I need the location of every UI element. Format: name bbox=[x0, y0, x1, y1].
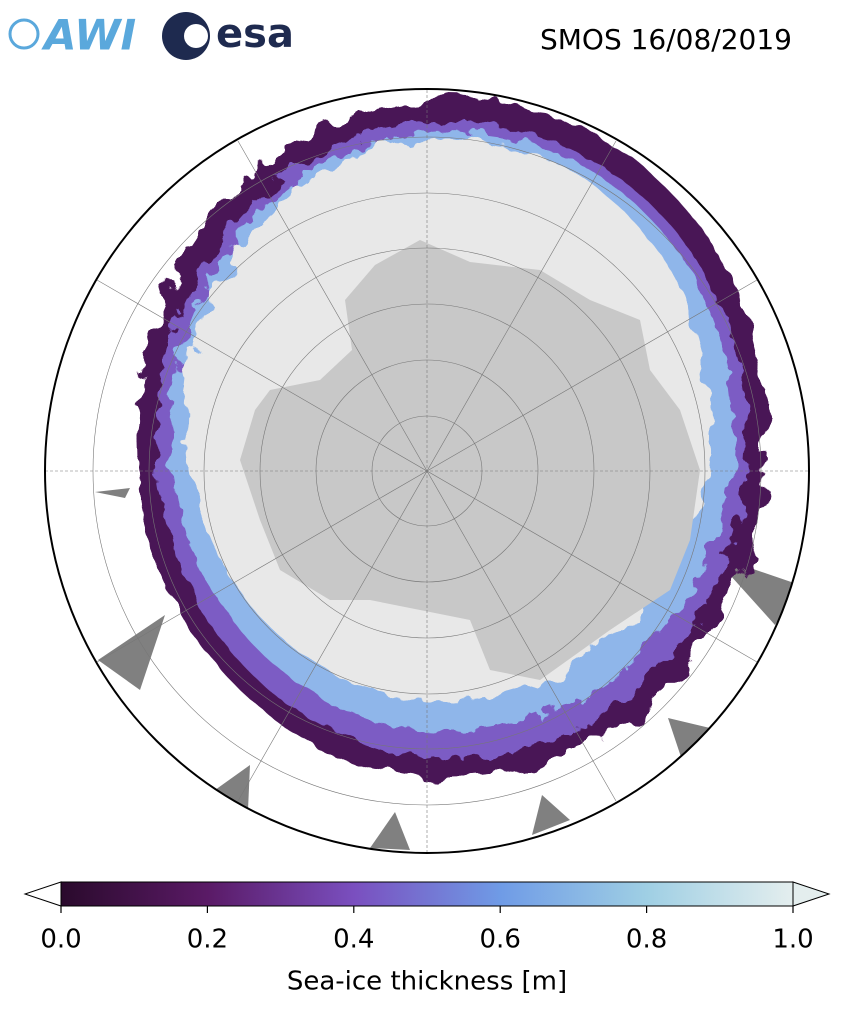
colorbar bbox=[23, 881, 831, 913]
colorbar-tick-label: 0.8 bbox=[626, 925, 667, 955]
colorbar-tick-label: 0.4 bbox=[333, 925, 374, 955]
esa-logo: esa bbox=[162, 11, 294, 60]
colorbar-tick-label: 0.0 bbox=[40, 925, 81, 955]
esa-text: esa bbox=[216, 11, 294, 57]
colorbar-tick-label: 1.0 bbox=[772, 925, 813, 955]
map-boundary bbox=[44, 88, 810, 854]
colorbar-tick-label: 0.6 bbox=[480, 925, 521, 955]
colorbar-tick-label: 0.2 bbox=[187, 925, 228, 955]
colorbar-ramp bbox=[60, 881, 794, 907]
esa-globe-inner bbox=[184, 24, 208, 48]
awi-text: AWI bbox=[41, 11, 136, 60]
colorbar-under bbox=[23, 881, 62, 907]
colorbar-over bbox=[792, 881, 831, 907]
map-title: SMOS 16/08/2019 bbox=[540, 23, 792, 56]
colorbar-label: Sea-ice thickness [m] bbox=[287, 967, 567, 997]
antarctica bbox=[240, 240, 700, 680]
awi-globe bbox=[8, 18, 40, 50]
awi-logo: AWI bbox=[8, 11, 136, 60]
map bbox=[45, 89, 809, 853]
graticule bbox=[45, 89, 809, 853]
